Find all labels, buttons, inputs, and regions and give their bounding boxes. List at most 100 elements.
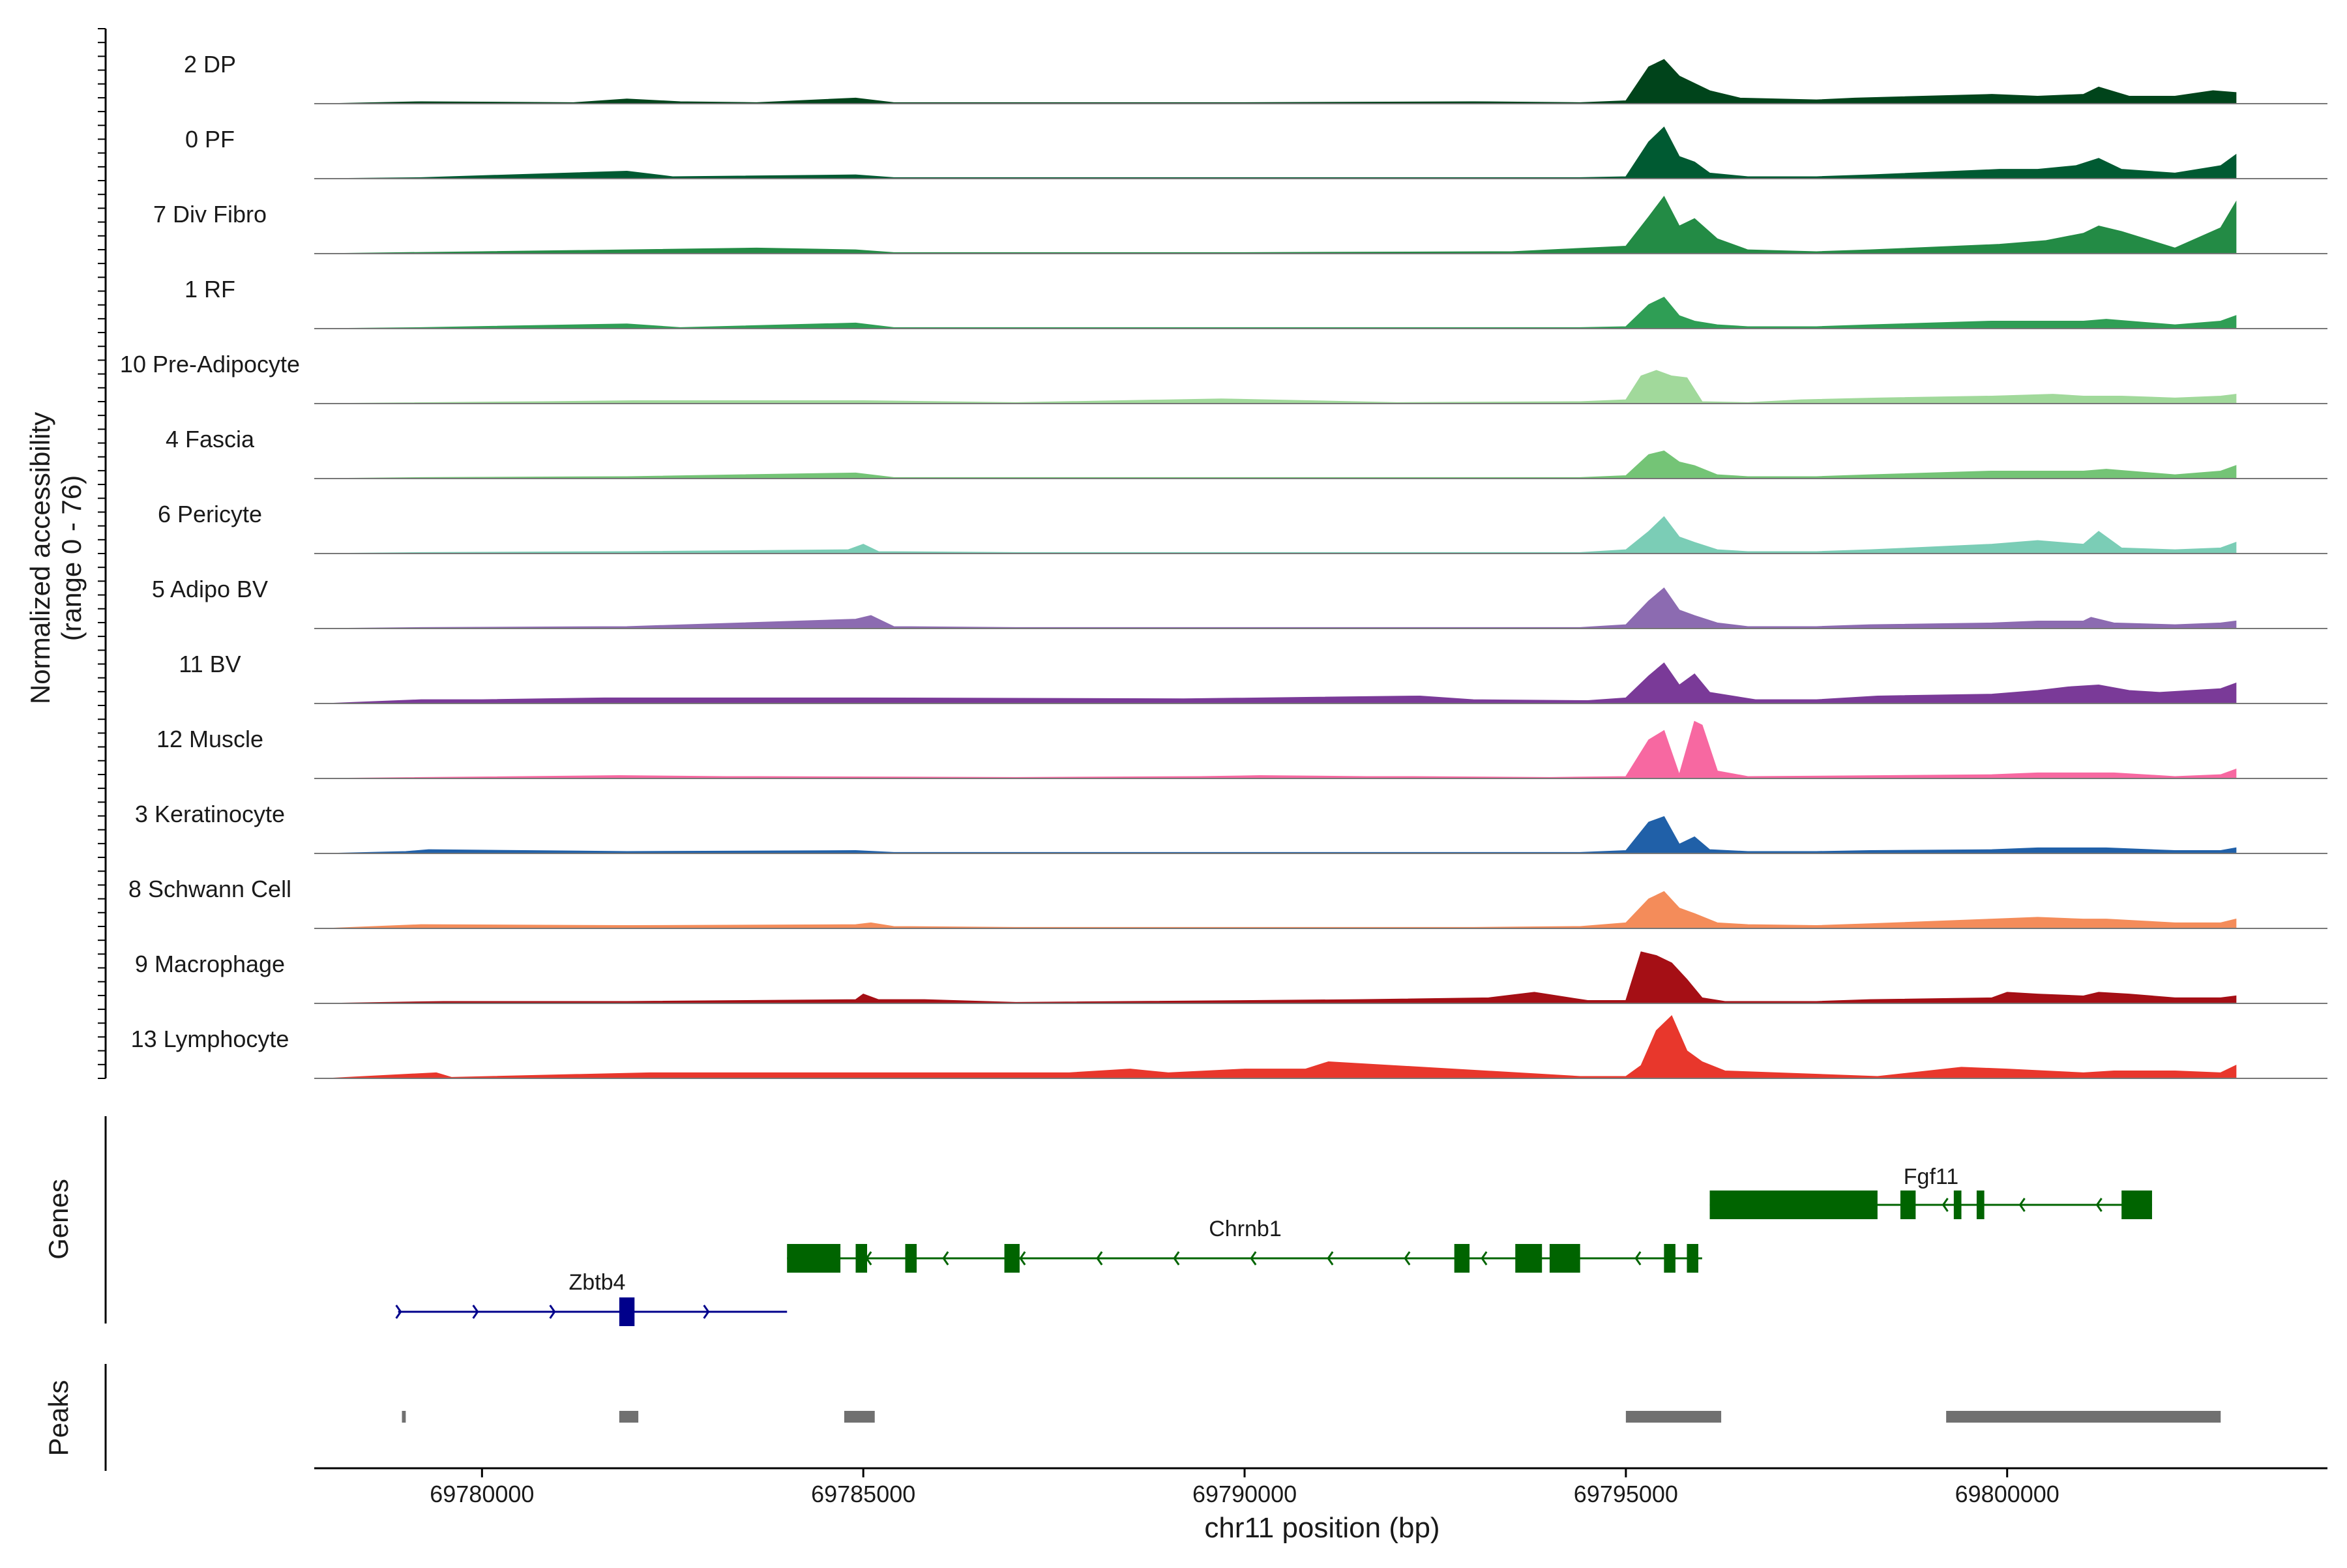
exon-block — [855, 1244, 868, 1273]
strand-arrow — [1019, 1251, 1026, 1265]
coverage-area — [329, 126, 2237, 179]
coverage-area — [329, 720, 2237, 779]
track-6-pericyte: 6 Pericyte — [158, 501, 2327, 554]
strand-arrow — [1173, 1251, 1180, 1265]
track-label: 4 Fascia — [166, 426, 255, 452]
exon-block — [1515, 1244, 1543, 1273]
x-tick-label: 69790000 — [1192, 1481, 1297, 1507]
track-label: 13 Lymphocyte — [131, 1026, 289, 1052]
peak-bar — [402, 1411, 406, 1423]
track-5-adipo-bv: 5 Adipo BV — [152, 576, 2327, 629]
coverage-area — [329, 370, 2237, 404]
strand-arrow — [2095, 1198, 2103, 1212]
track-label: 11 BV — [179, 651, 241, 677]
exon-block — [1664, 1244, 1675, 1273]
genes-axis-label: Genes — [43, 1179, 74, 1260]
peak-bar — [1946, 1411, 2221, 1423]
exon-block — [1454, 1244, 1470, 1273]
strand-arrow — [942, 1251, 949, 1265]
exon-block — [1687, 1244, 1698, 1273]
coverage-area — [329, 816, 2237, 854]
coverage-area — [329, 587, 2237, 629]
y-axis — [98, 28, 107, 1079]
gene-label: Fgf11 — [1904, 1164, 1958, 1189]
coverage-area — [329, 450, 2237, 479]
gene-track: Genes Zbtb4 Chrnb1 Fgf11 — [43, 1116, 2152, 1326]
strand-arrow — [1634, 1251, 1642, 1265]
track-label: 0 PF — [185, 126, 235, 153]
x-axis-label: chr11 position (bp) — [1204, 1512, 1439, 1544]
track-13-lymphocyte: 13 Lymphocyte — [131, 1015, 2327, 1079]
coverage-area — [329, 891, 2237, 929]
exon-block — [619, 1297, 635, 1326]
track-label: 10 Pre-Adipocyte — [120, 351, 300, 377]
exon-block — [1004, 1244, 1020, 1273]
strand-arrow — [1096, 1251, 1103, 1265]
exon-block — [1549, 1244, 1580, 1273]
track-12-muscle: 12 Muscle — [156, 720, 2327, 779]
x-tick-label: 69800000 — [1955, 1481, 2059, 1507]
track-4-fascia: 4 Fascia — [166, 426, 2327, 479]
exon-block — [1976, 1191, 1985, 1219]
exon-block — [905, 1244, 917, 1273]
strand-arrow — [1327, 1251, 1334, 1265]
exon-block — [787, 1244, 841, 1273]
y-axis-label-line2: (range 0 - 76) — [56, 475, 87, 641]
track-label: 12 Muscle — [156, 726, 263, 752]
track-7-div-fibro: 7 Div Fibro — [153, 196, 2327, 254]
peak-bar — [844, 1411, 875, 1423]
gene-zbtb4: Zbtb4 — [395, 1270, 788, 1326]
x-tick-label: 69785000 — [811, 1481, 915, 1507]
exon-block — [1953, 1191, 1962, 1219]
x-axis: chr11 position (bp) 69780000 69785000 6979… — [314, 1467, 2327, 1544]
track-0-pf: 0 PF — [185, 126, 2327, 179]
strand-arrow — [1250, 1251, 1257, 1265]
strand-arrow — [1481, 1251, 1488, 1265]
peak-bar — [619, 1411, 639, 1423]
exon-block — [1900, 1191, 1916, 1219]
coverage-area — [329, 1015, 2237, 1079]
track-label: 3 Keratinocyte — [135, 801, 285, 827]
track-2-dp: 2 DP — [184, 51, 2327, 104]
strand-arrow — [549, 1305, 556, 1319]
y-axis-label: Normalized accessibility (range 0 - 76) — [25, 412, 87, 704]
peaks-axis-label: Peaks — [43, 1380, 74, 1457]
peak-track: Peaks — [43, 1364, 2221, 1471]
track-3-keratinocyte: 3 Keratinocyte — [135, 801, 2327, 854]
track-label: 9 Macrophage — [135, 951, 285, 977]
track-8-schwann-cell: 8 Schwann Cell — [128, 876, 2327, 929]
peak-bar — [1625, 1411, 1722, 1423]
track-11-bv: 11 BV — [179, 651, 2327, 704]
track-label: 7 Div Fibro — [153, 201, 267, 228]
track-10-pre-adipocyte: 10 Pre-Adipocyte — [120, 351, 2327, 404]
coverage-area — [329, 196, 2237, 254]
strand-arrow — [703, 1305, 710, 1319]
track-label: 6 Pericyte — [158, 501, 262, 527]
track-1-rf: 1 RF — [185, 276, 2327, 329]
x-tick-label: 69780000 — [430, 1481, 534, 1507]
gene-chrnb1: Chrnb1 — [787, 1217, 1702, 1273]
track-label: 8 Schwann Cell — [128, 876, 291, 902]
coverage-area — [329, 297, 2237, 329]
exon-block — [1709, 1191, 1878, 1219]
gene-label: Zbtb4 — [569, 1270, 626, 1295]
coverage-area — [329, 59, 2237, 104]
gene-fgf11: Fgf11 — [1709, 1164, 2152, 1219]
track-label: 1 RF — [185, 276, 235, 303]
coverage-tracks: 2 DP 0 PF 7 Div Fibro 1 RF 10 Pre-Adipocyte 4… — [120, 51, 2327, 1079]
strand-arrow — [1404, 1251, 1411, 1265]
strand-arrow — [2018, 1198, 2026, 1212]
track-9-macrophage: 9 Macrophage — [135, 951, 2327, 1004]
exon-block — [2121, 1191, 2152, 1219]
coverage-area — [329, 516, 2237, 554]
x-tick-label: 69795000 — [1574, 1481, 1678, 1507]
coverage-area — [329, 662, 2237, 704]
coverage-area — [329, 951, 2237, 1004]
strand-arrow — [472, 1305, 479, 1319]
gene-label: Chrnb1 — [1209, 1217, 1282, 1241]
track-label: 5 Adipo BV — [152, 576, 268, 602]
track-label: 2 DP — [184, 51, 236, 78]
y-axis-label-line1: Normalized accessibility — [25, 412, 55, 704]
